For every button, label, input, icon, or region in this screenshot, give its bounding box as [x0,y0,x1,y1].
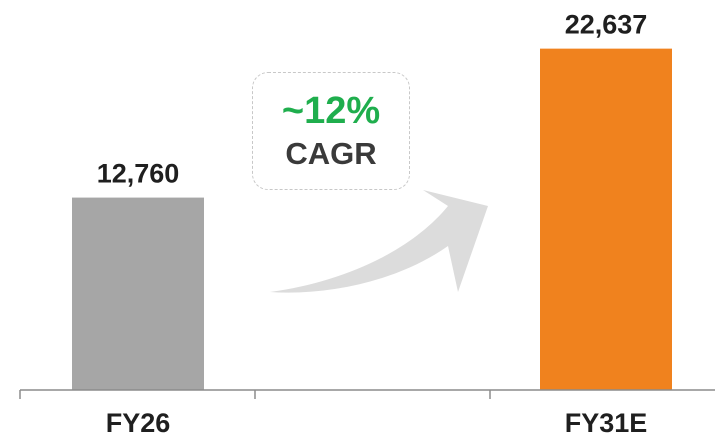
growth-arrow-icon [270,190,488,293]
data-label: 22,637 [565,10,648,40]
x-tick-label: FY26 [106,408,171,438]
cagr-callout: ~12% CAGR [252,72,410,190]
x-tick-label: FY31E [565,408,648,438]
data-label: 12,760 [97,159,180,189]
bar-fy26 [72,197,204,390]
cagr-label: CAGR [285,136,377,171]
cagr-value: ~12% [281,90,381,132]
bar-fy31e [540,48,672,391]
